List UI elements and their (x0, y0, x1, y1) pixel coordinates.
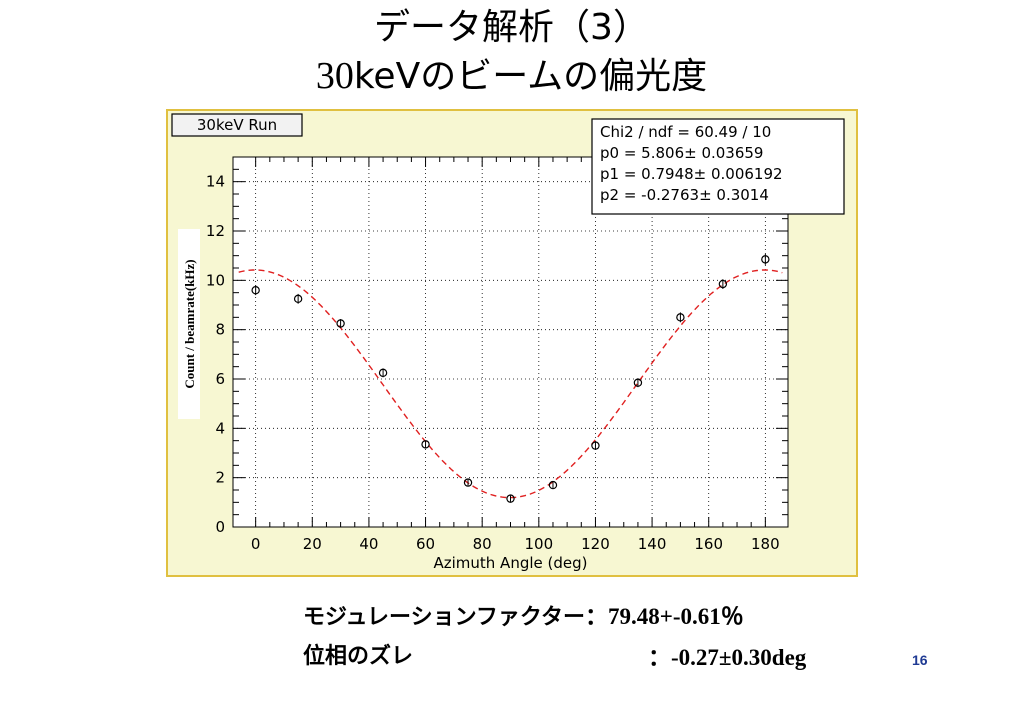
x-tick-label: 160 (694, 535, 723, 553)
data-point (251, 285, 260, 295)
slide-subtitle: 30keVのビームの偏光度 (0, 54, 1023, 99)
data-point (336, 319, 345, 328)
y-tick-label: 4 (215, 419, 225, 437)
x-tick-label: 80 (473, 535, 492, 553)
chart-title-box (171, 113, 303, 137)
modulation-value: ：79.48+-0.61％ (585, 604, 744, 629)
data-point (506, 494, 515, 503)
phase-label: 位相のズレ (303, 644, 414, 669)
data-point (676, 313, 685, 322)
data-point (633, 378, 643, 387)
x-tick-label: 140 (638, 535, 667, 553)
fit-stats-box (591, 118, 845, 215)
plot-area (232, 156, 789, 528)
data-point (761, 255, 770, 264)
x-tick-label: 0 (251, 535, 261, 553)
y-tick-label: 2 (215, 469, 225, 487)
data-point (378, 368, 388, 378)
page-number: 16 (912, 652, 928, 668)
y-tick-label: 6 (215, 370, 225, 388)
y-tick-label: 12 (206, 222, 225, 240)
y-axis-label: Count / beamrate(kHz) (182, 259, 197, 388)
x-tick-label: 120 (581, 535, 610, 553)
data-point (421, 440, 430, 449)
data-point (463, 478, 473, 487)
slide-title: データ解析（3） (374, 7, 649, 48)
modulation-label: モジュレーションファクター (303, 605, 586, 630)
data-point (293, 294, 303, 304)
plot-panel: 0 20 40 60 80 100 120 140 160 180 0 2 4 6 8 10 12 14 Azimu… (165, 108, 859, 578)
x-tick-label: 100 (524, 535, 553, 553)
fit-stats-line: p2 = -0.2763± 0.3014 (600, 186, 769, 204)
subtitle-number: 30 (315, 55, 354, 97)
data-point (591, 441, 600, 450)
phase-value: ：-0.27±0.30deg (648, 645, 807, 670)
x-tick-label: 180 (751, 535, 780, 553)
x-tick-label: 60 (416, 535, 435, 553)
x-tick-label: 20 (303, 535, 322, 553)
x-tick-label: 40 (359, 535, 378, 553)
y-tick-label: 8 (215, 321, 225, 339)
y-tick-label: 0 (215, 518, 225, 536)
fit-stats-line: Chi2 / ndf = 60.49 / 10 (600, 123, 771, 141)
y-tick-label: 14 (206, 173, 225, 191)
modulation-row: モジュレーションファクター：79.48+-0.61％ (303, 597, 744, 631)
chart-svg: 0 20 40 60 80 100 120 140 160 180 0 2 4 6 8 10 12 14 Azimu… (165, 108, 859, 578)
y-axis-label-bg (178, 229, 200, 419)
x-axis-label: Azimuth Angle (deg) (433, 554, 587, 572)
y-tick-label: 10 (206, 271, 225, 289)
data-point (718, 279, 728, 289)
subtitle-text: keVのビームの偏光度 (353, 56, 708, 97)
chart-title: 30keV Run (197, 116, 277, 134)
fit-stats-line: p1 = 0.7948± 0.006192 (600, 165, 783, 183)
fit-stats-line: p0 = 5.806± 0.03659 (600, 144, 763, 162)
data-point (548, 480, 558, 490)
